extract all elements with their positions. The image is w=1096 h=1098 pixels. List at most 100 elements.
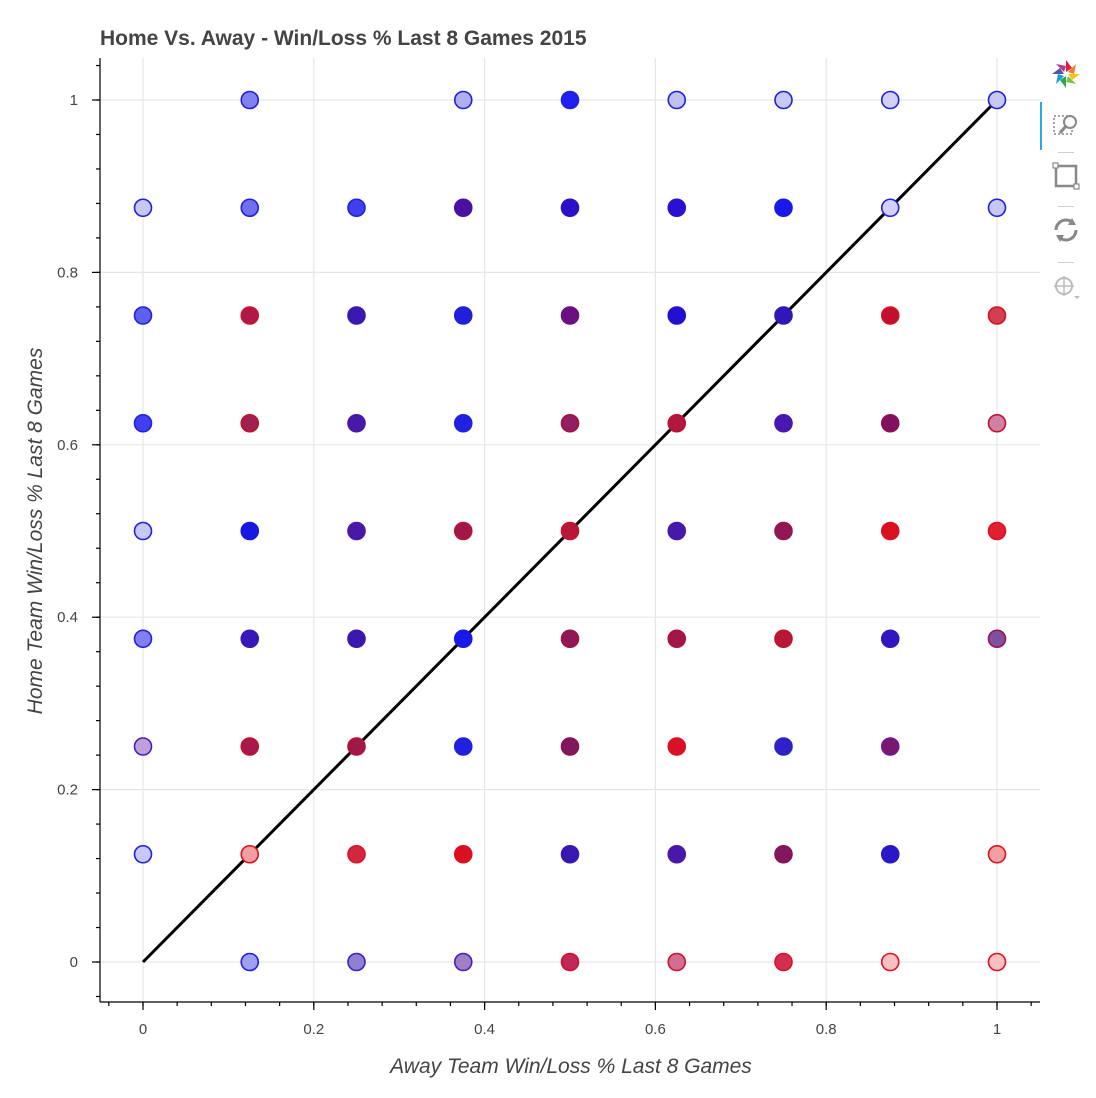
x-tick-label: 0 xyxy=(139,1021,147,1038)
tick-labels: 0 0.2 0.4 0.6 0.8 1 0 0.2 0.4 0.6 0.8 1 xyxy=(57,92,1001,1038)
data-point xyxy=(347,952,366,972)
data-point xyxy=(774,737,793,756)
data-point xyxy=(987,90,1007,110)
data-point xyxy=(880,413,900,433)
y-axis-label: Home Team Win/Loss % Last 8 Games xyxy=(24,347,47,714)
data-point xyxy=(560,629,580,649)
data-point xyxy=(133,737,153,756)
data-point xyxy=(880,521,900,541)
data-point xyxy=(880,306,900,325)
data-point xyxy=(240,952,260,972)
crosshair-icon[interactable] xyxy=(1048,268,1084,304)
data-point xyxy=(774,198,793,218)
x-tick-label: 0.8 xyxy=(816,1021,837,1038)
data-point xyxy=(987,306,1007,325)
data-point xyxy=(133,306,153,325)
data-point xyxy=(240,306,260,325)
data-point xyxy=(880,198,900,218)
data-point xyxy=(987,413,1007,433)
data-point xyxy=(667,198,687,218)
data-point xyxy=(987,952,1007,972)
x-tick-label: 0.6 xyxy=(645,1021,666,1038)
data-point xyxy=(560,844,580,864)
data-point xyxy=(240,90,260,110)
data-point xyxy=(240,737,260,756)
data-point xyxy=(453,198,473,218)
y-tick-label: 0.6 xyxy=(57,437,78,454)
toolbar xyxy=(1040,54,1090,324)
data-point xyxy=(133,521,153,541)
data-point xyxy=(133,413,153,433)
data-point xyxy=(774,952,793,972)
data-point xyxy=(453,413,473,433)
x-axis-label: Away Team Win/Loss % Last 8 Games xyxy=(388,1055,752,1078)
data-point xyxy=(347,521,366,541)
data-point xyxy=(987,844,1007,864)
y-tick-label: 1 xyxy=(70,92,78,109)
data-point xyxy=(453,629,473,649)
data-point xyxy=(240,844,260,864)
data-point xyxy=(347,306,366,325)
data-point xyxy=(880,737,900,756)
data-point xyxy=(560,198,580,218)
data-point xyxy=(774,306,793,325)
data-point xyxy=(133,629,153,649)
data-point xyxy=(347,629,366,649)
data-point xyxy=(133,844,153,864)
data-point xyxy=(240,198,260,218)
data-point xyxy=(347,844,366,864)
data-point xyxy=(453,844,473,864)
data-point xyxy=(560,306,580,325)
data-point xyxy=(774,629,793,649)
data-point xyxy=(347,413,366,433)
data-point xyxy=(453,952,473,972)
data-point xyxy=(880,844,900,864)
axes xyxy=(92,58,1040,1010)
y-tick-label: 0.8 xyxy=(57,264,78,281)
data-point xyxy=(987,521,1007,541)
data-point xyxy=(987,198,1007,218)
data-point xyxy=(774,413,793,433)
data-point xyxy=(987,629,1007,649)
data-point xyxy=(774,90,793,110)
data-point xyxy=(560,737,580,756)
data-point xyxy=(133,198,153,218)
scatter-chart: Home Vs. Away - Win/Loss % Last 8 Games … xyxy=(24,27,1040,1078)
data-points xyxy=(133,90,1007,972)
data-point xyxy=(774,844,793,864)
data-point xyxy=(667,306,687,325)
data-point xyxy=(560,413,580,433)
data-point xyxy=(880,952,900,972)
data-point xyxy=(560,521,580,541)
zoom-icon[interactable] xyxy=(1048,108,1084,144)
data-point xyxy=(667,737,687,756)
data-point xyxy=(667,413,687,433)
data-point xyxy=(453,90,473,110)
data-point xyxy=(667,521,687,541)
data-point xyxy=(880,629,900,649)
data-point xyxy=(667,90,687,110)
data-point xyxy=(453,306,473,325)
data-point xyxy=(667,952,687,972)
data-point xyxy=(560,952,580,972)
data-point xyxy=(453,737,473,756)
bokeh-logo-icon[interactable] xyxy=(1048,56,1084,92)
data-point xyxy=(774,521,793,541)
chart-title: Home Vs. Away - Win/Loss % Last 8 Games … xyxy=(100,27,587,50)
y-tick-label: 0.2 xyxy=(57,782,78,799)
data-point xyxy=(240,413,260,433)
data-point xyxy=(347,737,366,756)
y-tick-label: 0.4 xyxy=(57,609,78,626)
box-select-icon[interactable] xyxy=(1048,158,1084,194)
data-point xyxy=(240,629,260,649)
data-point xyxy=(347,198,366,218)
y-tick-label: 0 xyxy=(70,954,78,971)
data-point xyxy=(560,90,580,110)
data-point xyxy=(667,844,687,864)
data-point xyxy=(667,629,687,649)
data-point xyxy=(880,90,900,110)
reset-icon[interactable] xyxy=(1048,212,1084,248)
x-tick-label: 0.2 xyxy=(303,1021,324,1038)
x-tick-label: 1 xyxy=(993,1021,1001,1038)
data-point xyxy=(240,521,260,541)
